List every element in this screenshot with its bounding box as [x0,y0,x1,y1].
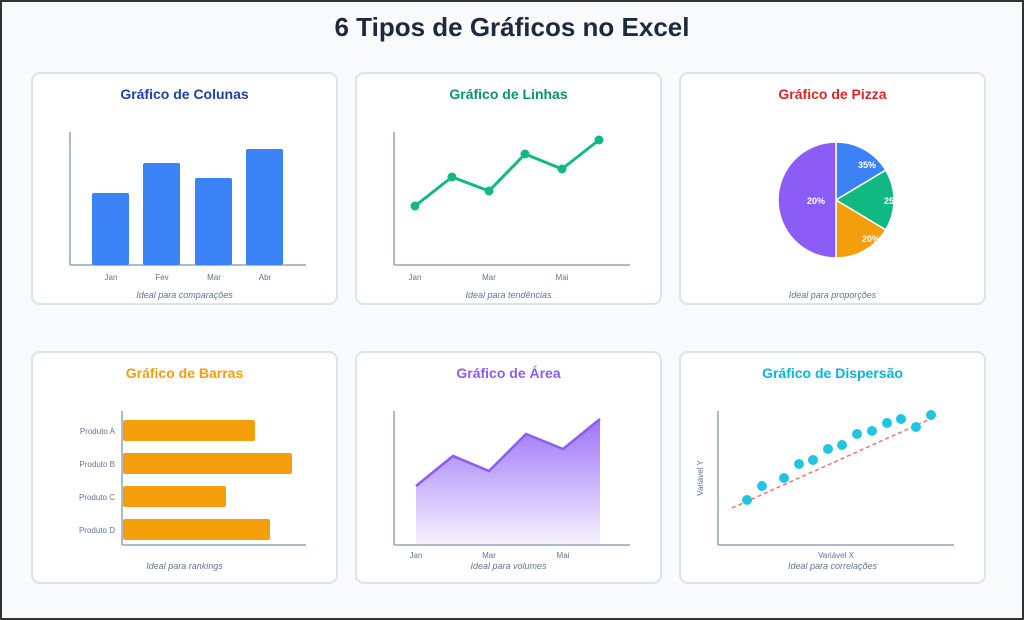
svg-text:Mai: Mai [557,551,570,560]
card-caption: Ideal para volumes [470,561,547,571]
svg-text:Produto D: Produto D [79,526,115,535]
svg-text:20%: 20% [862,234,880,244]
svg-text:Abr: Abr [259,273,272,282]
card-caption: Ideal para rankings [146,561,223,571]
bar-abr [246,149,283,265]
trendline [731,415,938,509]
svg-text:Produto A: Produto A [80,427,116,436]
svg-text:20%: 20% [807,196,825,206]
bar-mar [195,178,232,265]
bar-chart-card: Gráfico de Barras Produto A Produto B Pr… [31,351,338,584]
svg-text:Variável X: Variável X [818,551,855,560]
card-title: Gráfico de Linhas [449,86,568,102]
bar-fev [143,163,180,265]
pie-slice-purple [777,141,837,259]
bar-chart: Produto A Produto B Produto C Produto D [79,411,306,546]
svg-text:Produto B: Produto B [79,460,115,469]
card-caption: Ideal para proporções [788,290,877,300]
svg-text:Variável Y: Variável Y [696,459,705,495]
card-caption: Ideal para tendências [465,290,552,300]
svg-text:Mar: Mar [207,273,221,282]
column-chart: Jan Fev Mar Abr [69,132,306,282]
line-chart: Jan Mar Mai [393,132,630,282]
bar-produto-b [123,453,292,474]
card-title: Gráfico de Colunas [120,86,249,102]
column-chart-card: Gráfico de Colunas Jan Fev Mar Abr Ideal… [31,72,338,305]
area-chart-card: Gráfico de Área Jan Mar Mai Ideal para v… [355,351,662,584]
svg-text:Produto C: Produto C [79,493,115,502]
pie-slice-orange [835,198,887,259]
svg-text:Mar: Mar [482,273,496,282]
card-title: Gráfico de Área [456,365,561,381]
svg-text:Jan: Jan [105,273,118,282]
svg-text:Mai: Mai [556,273,569,282]
pie-slice-blue [835,141,887,202]
svg-text:Jan: Jan [410,551,423,560]
bar-produto-d [123,519,270,540]
scatter-chart-card: Gráfico de Dispersão Variável X Variável… [679,351,986,584]
card-title: Gráfico de Barras [125,365,244,381]
bar-jan [92,193,129,265]
card-title: Gráfico de Pizza [778,86,887,102]
card-caption: Ideal para comparações [136,290,233,300]
area-chart: Jan Mar Mai [393,411,630,560]
pie-slice-green [834,169,895,231]
pie-chart: 35% 25% 20% 20% [777,141,902,259]
svg-text:35%: 35% [858,160,876,170]
bar-produto-a [123,420,255,441]
pie-chart-card: Gráfico de Pizza 35% 25% 20% 20% Ideal p… [679,72,986,305]
svg-text:Fev: Fev [155,273,168,282]
bar-produto-c [123,486,226,507]
card-title: Gráfico de Dispersão [762,365,903,381]
svg-text:Jan: Jan [409,273,422,282]
scatter-chart: Variável X Variável Y [696,410,954,560]
svg-text:25%: 25% [884,196,902,206]
svg-text:Mar: Mar [482,551,496,560]
page-title: 6 Tipos de Gráficos no Excel [334,12,690,42]
line-chart-card: Gráfico de Linhas Jan Mar Mai Ideal para… [355,72,662,305]
card-caption: Ideal para correlações [787,561,878,571]
